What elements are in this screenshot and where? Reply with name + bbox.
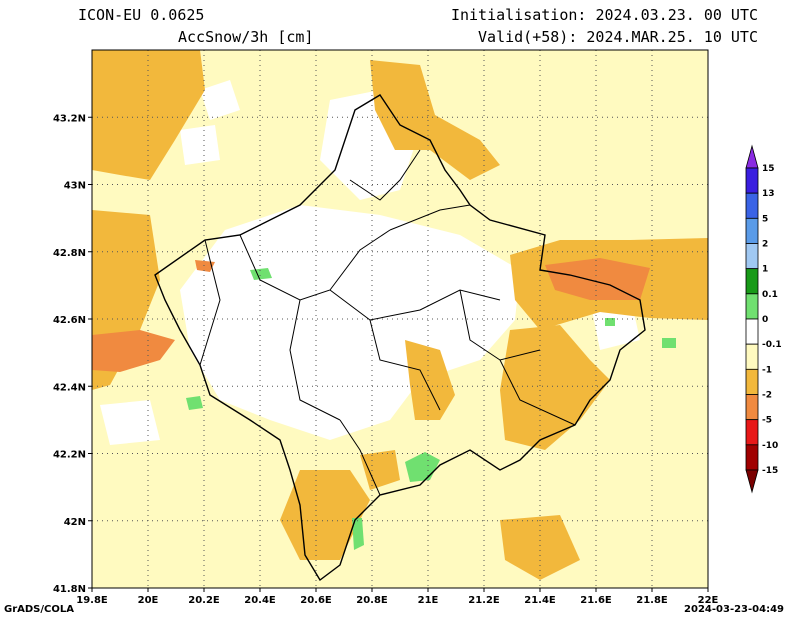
colorbar-label: 5 <box>762 214 768 224</box>
x-tick-label: 21E <box>418 595 439 606</box>
colorbar-segment <box>745 394 759 421</box>
white-area-patch-3 <box>100 400 160 445</box>
green-area-4 <box>352 518 364 550</box>
orange-area-s <box>280 470 370 560</box>
colorbar-segment <box>745 444 759 471</box>
map-panel: 19.8E 20E 20.2E 20.4E 20.6E 20.8E 21E 21.2E 21.4… <box>53 49 719 606</box>
y-tick-label: 42.4N <box>53 382 86 393</box>
colorbar-label: 0 <box>762 315 768 325</box>
x-tick-label: 22E <box>698 595 719 606</box>
x-tick-label: 20E <box>138 595 159 606</box>
orange-area-se <box>500 325 610 450</box>
darkorange-area-sw <box>195 260 215 272</box>
y-tick-label: 42.8N <box>53 248 86 259</box>
white-area-center <box>180 205 520 440</box>
colorbar-segment <box>745 343 759 370</box>
green-area-6 <box>605 318 615 326</box>
x-tick-label: 21.6E <box>580 595 612 606</box>
municipality-border-1 <box>239 229 391 301</box>
valid-time: Valid(+58): 2024.MAR.25. 10 UTC <box>478 28 758 46</box>
footer-left: GrADS/COLA <box>4 604 74 615</box>
municipality-border-8 <box>339 419 381 496</box>
colorbar-top-arrow <box>745 144 759 169</box>
colorbar-label: 13 <box>762 189 775 199</box>
colorbar-label: 1 <box>762 265 768 275</box>
y-tick-label: 42.6N <box>53 315 86 326</box>
colorbar-label: -10 <box>762 441 778 451</box>
municipality-border-2 <box>289 299 341 421</box>
green-area-5 <box>662 338 676 348</box>
green-area-2 <box>186 396 203 410</box>
variable-title: AccSnow/3h [cm] <box>178 28 314 46</box>
x-tick-label: 21.4E <box>524 595 556 606</box>
colorbar: 15 13 5 2 1 0.1 0 -0.1 -1 -2 -5 -10 -15 <box>745 144 782 494</box>
orange-area-n <box>370 60 500 180</box>
colorbar-label: 2 <box>762 240 768 250</box>
municipality-border-4 <box>369 319 441 411</box>
orange-area-center-s <box>405 340 455 420</box>
municipality-border-9 <box>499 359 576 426</box>
green-area-1 <box>250 268 272 280</box>
colorbar-label: -5 <box>762 416 772 426</box>
colorbar-segment <box>745 217 759 244</box>
municipality-border-3 <box>329 289 501 321</box>
x-tick-label: 19.8E <box>76 595 108 606</box>
colorbar-label: 15 <box>762 164 775 174</box>
municipality-border-5 <box>459 289 541 361</box>
x-tick-label: 20.4E <box>244 595 276 606</box>
model-title: ICON-EU 0.0625 <box>78 6 205 24</box>
colorbar-label: -2 <box>762 391 772 401</box>
orange-area-s2 <box>360 450 400 490</box>
colorbar-label: -1 <box>762 365 772 375</box>
white-area-patch-1 <box>200 80 240 120</box>
colorbar-bottom-arrow <box>745 469 759 494</box>
y-axis-ticks: 43.2N 43N 42.8N 42.6N 42.4N 42.2N 42N 41.8N <box>53 113 92 595</box>
borders <box>154 94 646 582</box>
municipality-border-7 <box>199 239 221 366</box>
white-area-patch-2 <box>180 125 220 165</box>
colorbar-segment <box>745 243 759 270</box>
y-tick-label: 42.2N <box>53 450 86 461</box>
colorbar-segment <box>745 368 759 395</box>
colorbar-segment <box>745 192 759 219</box>
municipality-border-10 <box>349 149 421 201</box>
colorbar-segment <box>745 268 759 295</box>
y-tick-label: 43N <box>64 181 86 192</box>
y-tick-label: 43.2N <box>53 113 86 124</box>
x-tick-label: 20.2E <box>188 595 220 606</box>
footer-right: 2024-03-23-04:49 <box>684 604 784 615</box>
colorbar-label: -0.1 <box>762 340 782 350</box>
x-tick-label: 21.8E <box>636 595 668 606</box>
x-tick-label: 20.8E <box>356 595 388 606</box>
x-axis-ticks: 19.8E 20E 20.2E 20.4E 20.6E 20.8E 21E 21.2E 21.4… <box>76 588 719 606</box>
x-tick-label: 21.2E <box>468 595 500 606</box>
colorbar-segment <box>745 318 759 345</box>
y-tick-label: 41.8N <box>53 584 86 595</box>
municipality-border-6 <box>389 204 471 231</box>
colorbar-label: 0.1 <box>762 290 778 300</box>
country-border <box>154 94 646 582</box>
orange-area-far-south <box>500 515 580 580</box>
y-tick-label: 42N <box>64 517 86 528</box>
colorbar-segment <box>745 419 759 446</box>
darkorange-area-ne <box>545 258 650 300</box>
init-time: Initialisation: 2024.03.23. 00 UTC <box>450 6 758 24</box>
colorbar-segment <box>745 167 759 194</box>
darkorange-area-w <box>92 330 175 372</box>
colorbar-segment <box>745 293 759 320</box>
x-tick-label: 20.6E <box>300 595 332 606</box>
colorbar-label: -15 <box>762 466 778 476</box>
